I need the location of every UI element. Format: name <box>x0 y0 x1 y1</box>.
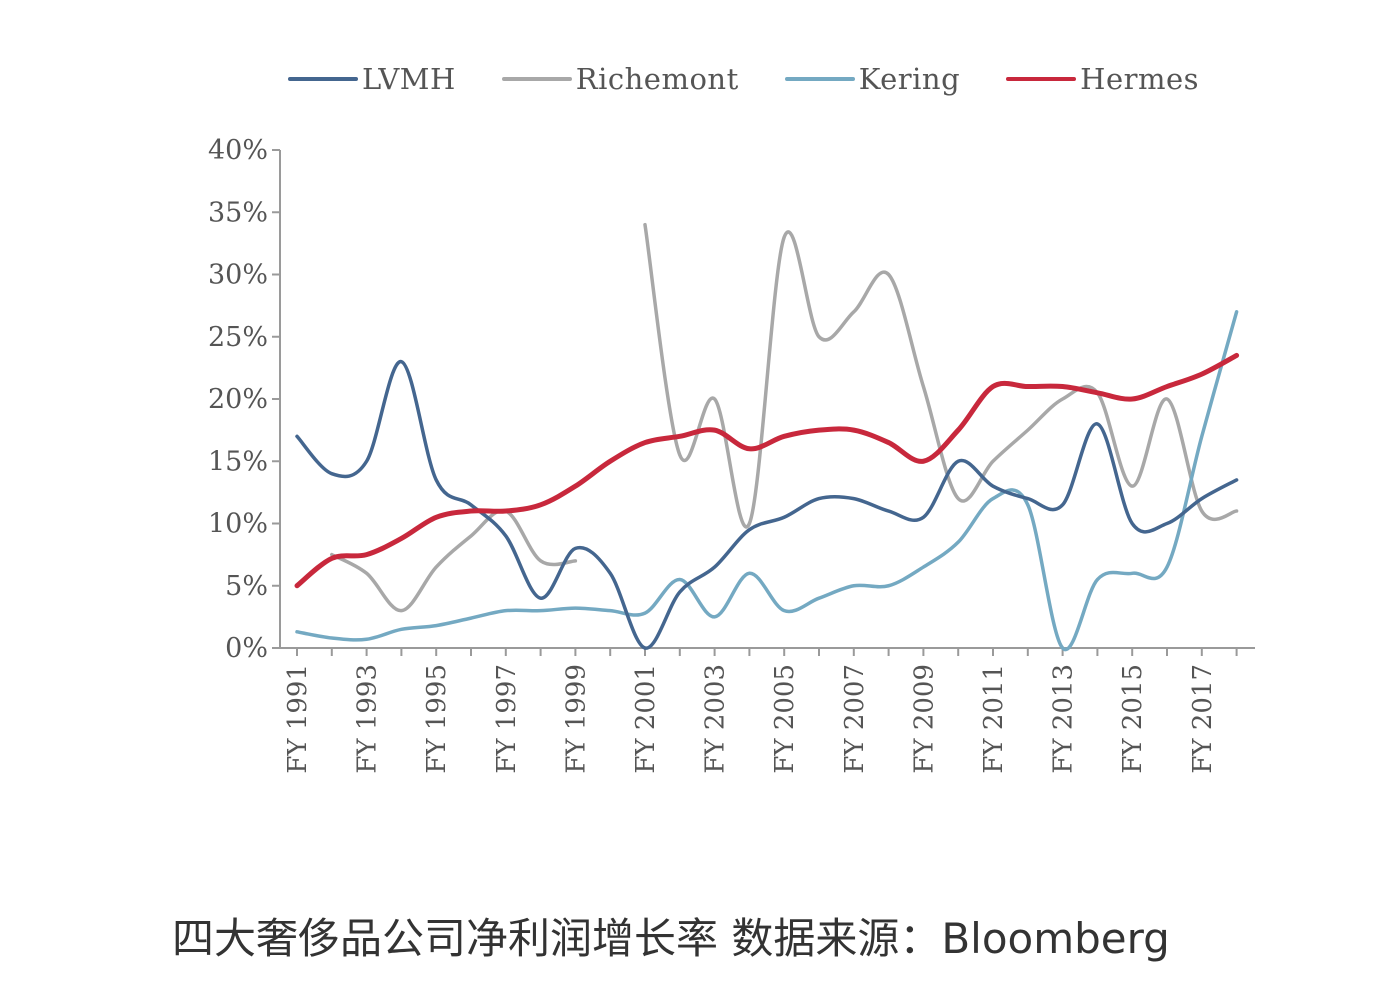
legend-swatch-lvmh <box>288 77 358 81</box>
y-tick-label: 20% <box>208 384 268 415</box>
y-tick-label: 30% <box>208 260 268 291</box>
series-line-kering <box>295 310 1239 652</box>
legend-label-richemont: Richemont <box>575 62 739 96</box>
y-tick-label: 15% <box>208 446 268 477</box>
y-tick-label: 10% <box>208 509 268 540</box>
x-tick-label: FY 2017 <box>1188 664 1218 774</box>
legend-item-kering: Kering <box>784 62 961 96</box>
chart-area: LVMH Richemont Kering Hermes 0% 5% 10% 15% 2… <box>208 62 1255 774</box>
y-tick-label: 40% <box>208 135 268 166</box>
legend-label-kering: Kering <box>858 62 961 96</box>
y-tick-label: 25% <box>208 322 268 353</box>
legend-swatch-richemont <box>501 77 572 81</box>
x-tick-label: FY 2011 <box>979 664 1009 774</box>
legend-swatch-kering <box>784 77 855 81</box>
chart-caption: 四大奢侈品公司净利润增长率 数据来源：Bloomberg <box>172 914 1170 963</box>
x-tick-label: FY 2003 <box>701 664 731 774</box>
y-tick-label: 0% <box>225 633 268 664</box>
legend-item-lvmh: LVMH <box>288 62 456 96</box>
series-line-lvmh <box>295 359 1239 650</box>
x-tick-label: FY 1991 <box>283 664 313 774</box>
x-tick-label: FY 1995 <box>422 664 452 774</box>
x-tick-label: FY 1993 <box>353 664 383 774</box>
x-tick-label: FY 2001 <box>631 664 661 774</box>
line-chart: 0% 5% 10% 15% 20% 25% 30% 35% 40% FY 1991 FY 1993 F… <box>208 135 1255 774</box>
series-line-richemont <box>330 508 578 613</box>
x-tick-label: FY 1999 <box>561 664 591 774</box>
y-tick-label: 5% <box>225 571 268 602</box>
legend-item-richemont: Richemont <box>501 62 739 96</box>
legend-label-lvmh: LVMH <box>362 62 456 96</box>
x-tick-label: FY 2009 <box>909 664 939 774</box>
x-tick-label: FY 2007 <box>840 664 870 774</box>
x-tick-label: FY 2005 <box>770 664 800 774</box>
x-tick-label: FY 2013 <box>1049 664 1079 774</box>
y-tick-label: 35% <box>208 197 268 228</box>
series-line-richemont <box>643 222 1239 529</box>
chart-legend: LVMH Richemont Kering Hermes <box>288 62 1199 96</box>
legend-swatch-hermes <box>1006 77 1077 81</box>
legend-item-hermes: Hermes <box>1006 62 1199 96</box>
series-line-hermes <box>294 352 1240 589</box>
x-tick-label: FY 1997 <box>492 664 522 774</box>
legend-label-hermes: Hermes <box>1080 62 1200 96</box>
x-tick-label: FY 2015 <box>1118 664 1148 774</box>
